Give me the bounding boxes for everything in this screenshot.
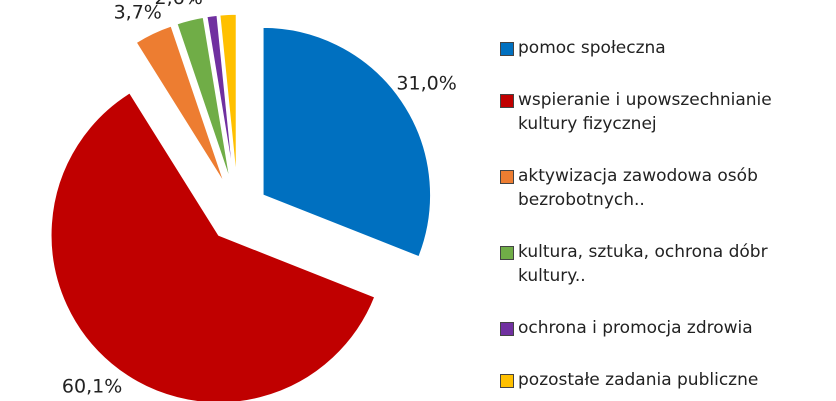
data-label: 2,6% [154,0,202,9]
legend-swatch [500,322,514,336]
legend-swatch [500,374,514,388]
legend-swatch [500,42,514,56]
pie-area: 31,0% 60,1% 3,7%2,6%1,0%1,6% [50,0,457,401]
legend-item: ochrona i promocja zdrowia [500,316,836,340]
pie-slice [205,14,235,183]
legend-label: aktywizacja zawodowa osób bezrobotnych.. [518,166,758,210]
pie-slice [50,91,376,401]
legend-item: kultura, sztuka, ochrona dóbr kultury.. [500,240,836,288]
legend-label: ochrona i promocja zdrowia [518,318,753,338]
legend-item: aktywizacja zawodowa osób bezrobotnych.. [500,164,836,212]
data-label: 3,7% [114,2,162,24]
legend-label: wspieranie i upowszechnianie kultury fiz… [518,90,772,134]
data-label: 1,0% [179,0,227,4]
legend-label: pozostałe zadania publiczne [518,370,759,390]
data-label: 31,0% [396,72,456,94]
pie-slice [262,26,432,258]
legend-label: kultura, sztuka, ochrona dóbr kultury.. [518,242,768,286]
legend-label: pomoc społeczna [518,38,666,58]
pie-slice [218,13,238,183]
pie-slice [175,16,232,184]
legend: pomoc społeczna wspieranie i upowszechnia… [500,36,836,392]
legend-swatch [500,170,514,184]
pie-slice [134,24,226,186]
data-label: 1,6% [197,0,245,3]
legend-swatch [500,94,514,108]
legend-item: pozostałe zadania publiczne [500,368,836,392]
data-label: 60,1% [62,376,122,398]
legend-item: wspieranie i upowszechnianie kultury fiz… [500,88,836,136]
legend-swatch [500,246,514,260]
legend-item: pomoc społeczna [500,36,836,60]
